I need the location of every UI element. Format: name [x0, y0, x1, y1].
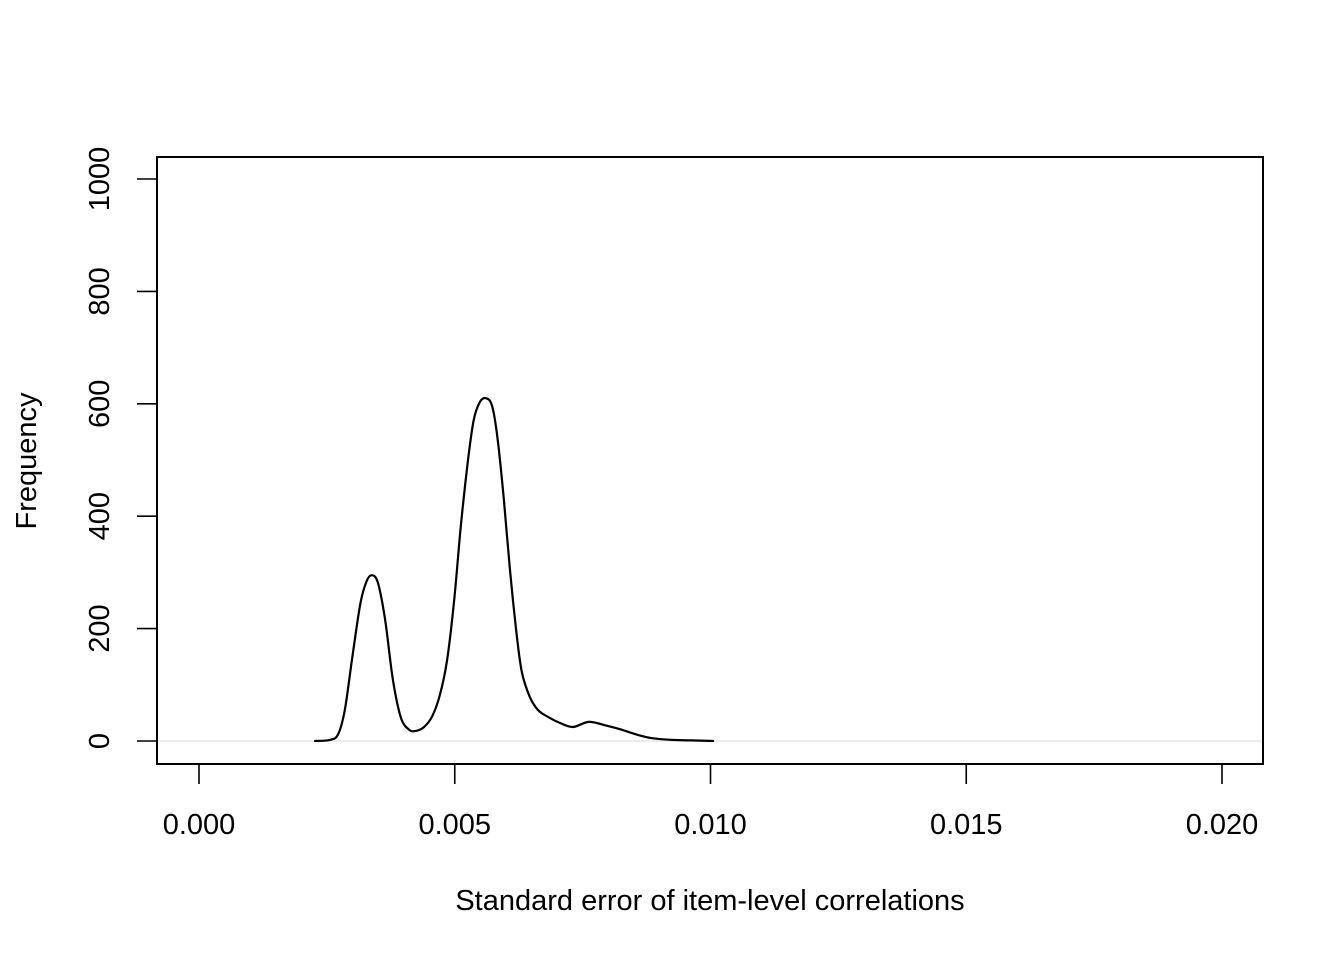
x-tick-label: 0.005	[418, 809, 491, 841]
x-tick-label: 0.020	[1186, 809, 1259, 841]
x-axis-title: Standard error of item-level correlation…	[455, 885, 964, 917]
y-axis: 0 200 400 600 800 1000	[84, 147, 158, 749]
x-tick-label: 0.010	[674, 809, 747, 841]
density-curve	[314, 396, 715, 743]
y-tick-label: 400	[84, 492, 116, 540]
y-tick-label: 200	[84, 604, 116, 652]
x-tick-label: 0.015	[930, 809, 1003, 841]
x-tick-label: 0.000	[163, 809, 236, 841]
y-axis-title: Frequency	[11, 392, 43, 530]
y-tick-label: 0	[84, 733, 116, 749]
x-axis: 0.000 0.005 0.010 0.015 0.020	[163, 763, 1259, 841]
plot-frame	[156, 156, 1264, 765]
y-tick-label: 800	[84, 267, 116, 315]
y-tick-label: 600	[84, 380, 116, 428]
y-tick-label: 1000	[84, 147, 116, 212]
